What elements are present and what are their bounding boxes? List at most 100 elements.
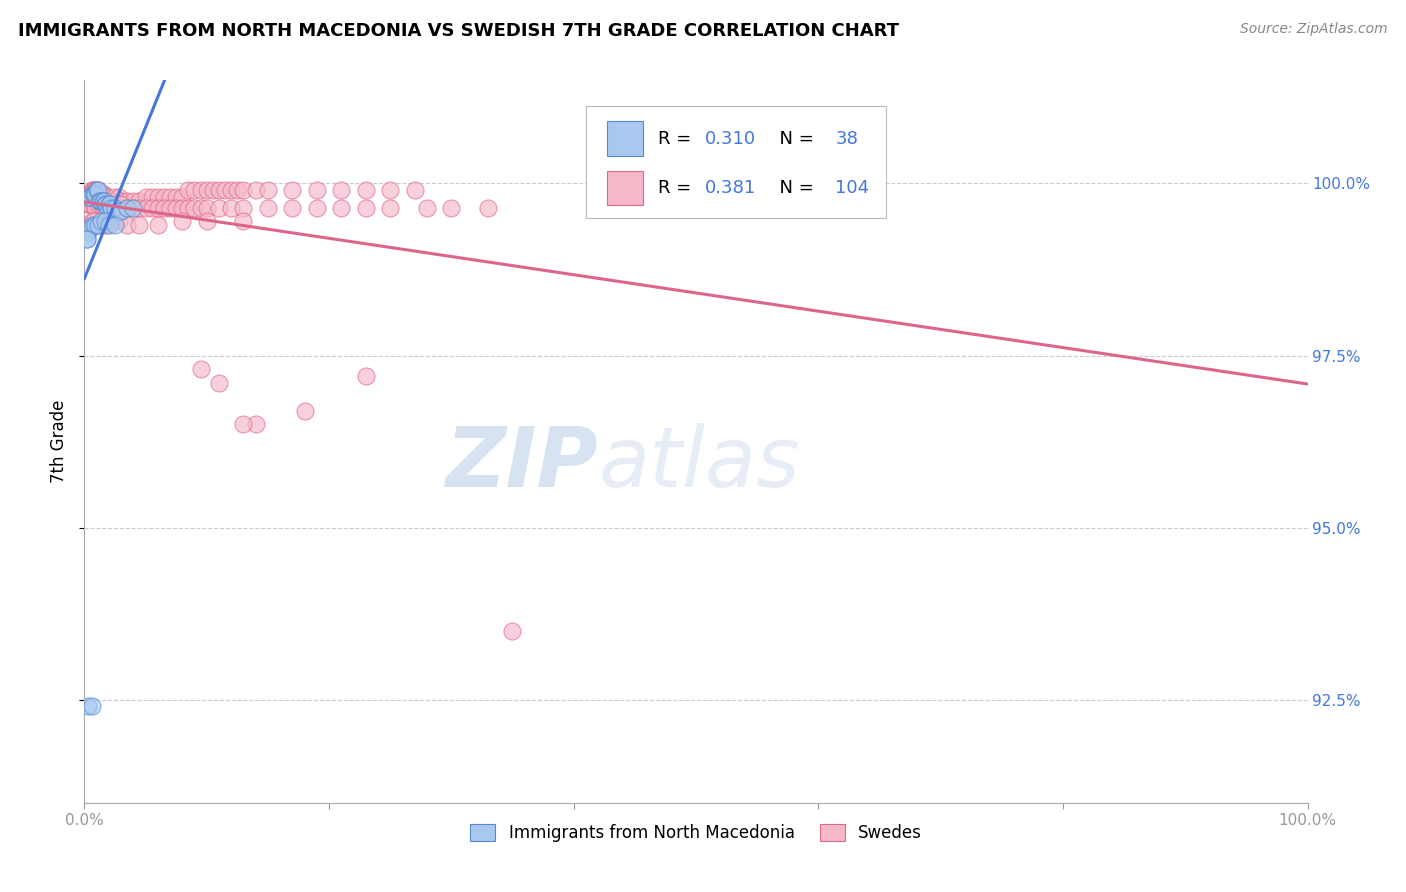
Point xyxy=(257,183,280,197)
Point xyxy=(380,183,402,197)
Point xyxy=(110,204,132,219)
Point xyxy=(79,190,101,204)
Point xyxy=(159,201,181,215)
Point xyxy=(107,204,129,219)
Point xyxy=(84,186,107,201)
Point xyxy=(190,362,212,376)
Point xyxy=(110,194,132,208)
Point xyxy=(77,218,100,232)
FancyBboxPatch shape xyxy=(586,105,886,218)
Point xyxy=(96,218,118,232)
Point xyxy=(232,214,254,228)
Point xyxy=(96,190,118,204)
Point xyxy=(80,183,103,197)
Point xyxy=(107,214,129,228)
Text: Source: ZipAtlas.com: Source: ZipAtlas.com xyxy=(1240,22,1388,37)
Point xyxy=(84,218,107,232)
Point xyxy=(380,201,402,215)
Point xyxy=(76,231,98,245)
Point xyxy=(502,624,524,638)
Point xyxy=(190,183,212,197)
Point xyxy=(141,190,163,204)
Point xyxy=(294,403,316,417)
Point xyxy=(107,190,129,204)
Point xyxy=(115,218,138,232)
Point xyxy=(416,201,439,215)
Point xyxy=(115,201,138,215)
Point xyxy=(122,194,145,208)
Point xyxy=(79,221,101,235)
Point xyxy=(93,194,115,208)
Text: atlas: atlas xyxy=(598,423,800,504)
Point xyxy=(82,197,104,211)
Point xyxy=(232,183,254,197)
Point xyxy=(195,201,218,215)
Point xyxy=(89,194,111,208)
Point xyxy=(91,186,114,201)
Point xyxy=(172,214,194,228)
Point xyxy=(98,197,121,211)
Point xyxy=(83,183,105,197)
Point xyxy=(305,201,328,215)
FancyBboxPatch shape xyxy=(606,121,644,156)
Point xyxy=(83,214,105,228)
Text: 0.381: 0.381 xyxy=(704,179,756,197)
Point xyxy=(172,201,194,215)
Point xyxy=(214,183,236,197)
Point xyxy=(104,218,127,232)
Point xyxy=(83,186,105,201)
Point xyxy=(208,376,231,390)
Point xyxy=(219,183,242,197)
Point xyxy=(87,194,110,208)
FancyBboxPatch shape xyxy=(606,170,644,205)
Point xyxy=(183,201,205,215)
Point xyxy=(177,201,200,215)
Point xyxy=(97,218,120,232)
Point xyxy=(208,183,231,197)
Point xyxy=(84,183,107,197)
Point xyxy=(146,201,169,215)
Point xyxy=(104,190,127,204)
Point xyxy=(82,186,104,201)
Text: R =: R = xyxy=(658,179,697,197)
Point xyxy=(79,218,101,232)
Point xyxy=(77,186,100,201)
Point xyxy=(100,201,122,215)
Point xyxy=(89,186,111,201)
Point xyxy=(128,218,150,232)
Y-axis label: 7th Grade: 7th Grade xyxy=(49,400,67,483)
Point xyxy=(135,201,157,215)
Point xyxy=(190,201,212,215)
Point xyxy=(354,201,377,215)
Point xyxy=(146,190,169,204)
Point xyxy=(94,190,117,204)
Point xyxy=(97,197,120,211)
Point xyxy=(141,201,163,215)
Point xyxy=(245,183,267,197)
Point xyxy=(330,201,353,215)
Point xyxy=(115,194,138,208)
Point xyxy=(183,183,205,197)
Point xyxy=(195,183,218,197)
Point xyxy=(330,183,353,197)
Point xyxy=(86,183,108,197)
Point xyxy=(305,183,328,197)
Point xyxy=(354,183,377,197)
Point xyxy=(82,183,104,197)
Point xyxy=(122,201,145,215)
Point xyxy=(281,183,304,197)
Point xyxy=(86,218,108,232)
Point xyxy=(122,201,145,215)
Point xyxy=(97,201,120,215)
Point xyxy=(94,197,117,211)
Point xyxy=(100,214,122,228)
Point xyxy=(87,186,110,201)
Point xyxy=(79,197,101,211)
Point xyxy=(232,201,254,215)
Point xyxy=(104,201,127,215)
Point xyxy=(87,218,110,232)
Point xyxy=(80,699,103,714)
Point xyxy=(734,186,756,201)
Point xyxy=(135,190,157,204)
Point xyxy=(257,201,280,215)
